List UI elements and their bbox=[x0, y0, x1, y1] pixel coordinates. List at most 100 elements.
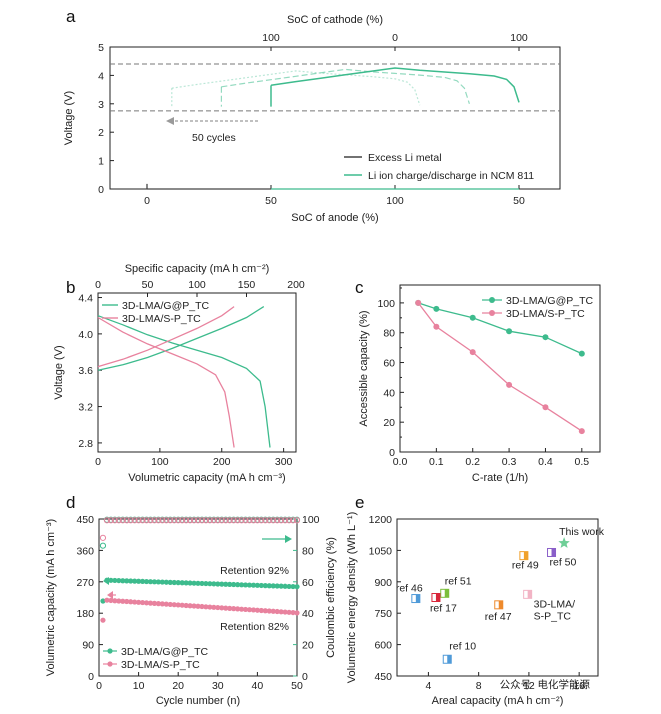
capacity-point-1 bbox=[238, 606, 245, 612]
capacity-point-1 bbox=[143, 600, 150, 606]
y-axis-label-d: Volumetric capacity (mA h cm⁻³) bbox=[45, 519, 57, 676]
ce-point-1 bbox=[270, 517, 277, 524]
top-axis-label-b: Specific capacity (mA h cm⁻²) bbox=[125, 263, 270, 275]
ce-arrowhead bbox=[285, 535, 292, 543]
watermark: 公众号· 电化学能源 bbox=[500, 678, 591, 691]
y-tick-label-a: 2 bbox=[98, 127, 104, 139]
y-axis-label-e: Volumetric energy density (Wh L⁻¹) bbox=[346, 512, 358, 683]
ce-point-1 bbox=[234, 517, 241, 524]
ce-point-1 bbox=[123, 517, 130, 524]
point-label-e: S-P_TC bbox=[534, 610, 572, 622]
capacity-point-1 bbox=[191, 603, 197, 609]
legend-label-b: 3D-LMA/S-P_TC bbox=[122, 313, 201, 325]
data-point-c-1 bbox=[415, 299, 422, 306]
plot-frame-e bbox=[396, 518, 599, 677]
capacity-point-1 bbox=[132, 599, 138, 605]
top-tick-label-b: 100 bbox=[188, 279, 206, 291]
capacity-point-1 bbox=[136, 599, 142, 605]
capacity-point-0 bbox=[286, 583, 292, 590]
x-tick-label-a: 0 bbox=[144, 195, 150, 207]
capacity-point-1 bbox=[199, 603, 205, 610]
capacity-point-0 bbox=[147, 579, 154, 585]
y-tick-label-a: 4 bbox=[98, 70, 104, 82]
x-tick-label-b: 200 bbox=[213, 456, 231, 468]
x-tick-label-a: 100 bbox=[386, 195, 404, 207]
x-tick-label-d: 10 bbox=[133, 680, 145, 692]
x-axis-label-c: C-rate (1/h) bbox=[472, 472, 528, 484]
data-point-half-fill bbox=[527, 590, 532, 599]
capacity-point-1 bbox=[215, 604, 221, 611]
ce-point-1 bbox=[139, 517, 146, 524]
x-axis-label-a: SoC of anode (%) bbox=[291, 212, 378, 224]
legend-label-li-ion: Li ion charge/discharge in NCM 811 bbox=[368, 170, 534, 182]
capacity-point-0 bbox=[223, 581, 229, 587]
capacity-point-0 bbox=[183, 580, 189, 586]
y-tick-label-e: 900 bbox=[374, 577, 392, 589]
x-tick-label-d: 40 bbox=[252, 680, 264, 692]
capacity-point-0 bbox=[128, 578, 134, 584]
point-label-e: ref 17 bbox=[430, 603, 457, 615]
top-axis-label-a: SoC of cathode (%) bbox=[287, 14, 383, 26]
x-tick-label-c: 0.0 bbox=[393, 456, 408, 468]
top-tick-label-b: 150 bbox=[238, 279, 256, 291]
ce-point-1 bbox=[111, 517, 118, 524]
ce-point-1 bbox=[242, 517, 249, 524]
y-tick-label-e: 450 bbox=[374, 671, 392, 683]
capacity-point-1 bbox=[120, 598, 126, 604]
panel-letter-c: c bbox=[355, 278, 364, 297]
y-tick-label-c: 80 bbox=[383, 328, 395, 340]
capacity-point-0 bbox=[274, 583, 280, 589]
ce-point-1 bbox=[258, 517, 265, 524]
data-point-half-fill bbox=[551, 548, 556, 557]
y-tick-label-d: 90 bbox=[82, 640, 94, 652]
capacity-point-1 bbox=[250, 607, 257, 613]
ce-point-1 bbox=[115, 517, 122, 524]
capacity-point-0 bbox=[195, 580, 201, 586]
top-tick-label-b: 200 bbox=[287, 279, 305, 291]
ce-point-1 bbox=[230, 517, 237, 524]
ce-point-1 bbox=[151, 517, 158, 524]
y-tick-label-c: 100 bbox=[377, 298, 395, 310]
capacity-point-0 bbox=[124, 578, 130, 584]
y-tick-label-right-d: 80 bbox=[302, 545, 314, 557]
ce-point-1 bbox=[183, 517, 190, 524]
capacity-point-1 bbox=[223, 605, 229, 611]
ce-point-1 bbox=[222, 517, 229, 524]
capacity-point-0 bbox=[238, 582, 245, 588]
capacity-point-1 bbox=[203, 604, 209, 610]
capacity-point-1 bbox=[207, 604, 213, 610]
legend-label-excess-li: Excess Li metal bbox=[368, 152, 442, 164]
ce-point-1 bbox=[266, 517, 273, 524]
y-axis-label-a: Voltage (V) bbox=[63, 91, 75, 145]
capacity-point-1 bbox=[163, 601, 169, 607]
capacity-point-0 bbox=[282, 583, 288, 589]
point-label-e: ref 49 bbox=[512, 560, 539, 572]
y-tick-label-e: 1050 bbox=[369, 545, 393, 557]
capacity-point-0 bbox=[151, 579, 158, 585]
panel-letter-a: a bbox=[66, 7, 76, 26]
ce-point-1 bbox=[289, 517, 297, 524]
ce-point-0 bbox=[99, 542, 107, 549]
ce-point-1 bbox=[171, 517, 178, 524]
data-point-c-1 bbox=[542, 404, 549, 411]
data-point-half-fill bbox=[435, 593, 440, 602]
capacity-point-1 bbox=[151, 600, 158, 606]
y-tick-label-c: 60 bbox=[383, 358, 395, 370]
capacity-point-1 bbox=[242, 606, 249, 613]
ce-point-1 bbox=[206, 517, 213, 524]
legend-label-c: 3D-LMA/G@P_TC bbox=[506, 295, 594, 307]
retention-arrowhead-pink bbox=[107, 591, 113, 599]
plot-frame-a bbox=[109, 46, 561, 190]
ce-point-1 bbox=[214, 517, 221, 524]
capacity-point-0 bbox=[167, 579, 173, 585]
y-tick-label-c: 40 bbox=[383, 387, 395, 399]
x-axis-label-b: Volumetric capacity (mA h cm⁻³) bbox=[128, 472, 285, 484]
point-label-e: ref 10 bbox=[449, 640, 476, 652]
y-tick-label-a: 0 bbox=[98, 184, 104, 196]
ce-point-1 bbox=[155, 517, 162, 524]
cycles-arrowhead bbox=[166, 117, 174, 125]
capacity-point-0 bbox=[227, 581, 233, 587]
capacity-point-1 bbox=[278, 609, 284, 615]
y-tick-label-b: 4.4 bbox=[78, 293, 93, 305]
